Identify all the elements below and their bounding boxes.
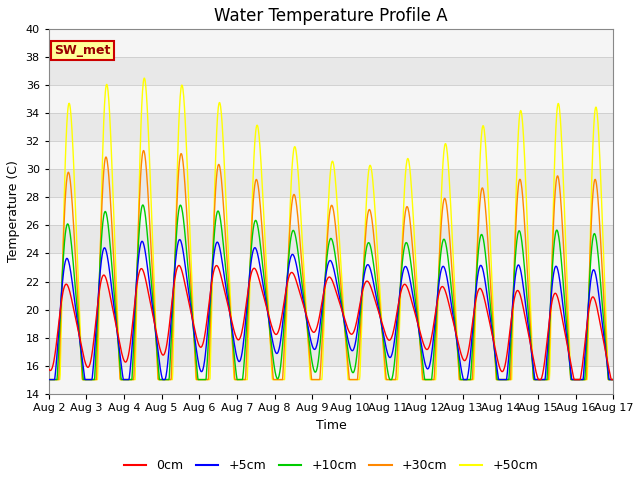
Bar xyxy=(49,113,613,142)
Bar xyxy=(49,169,613,197)
Bar xyxy=(49,310,613,337)
X-axis label: Time: Time xyxy=(316,419,346,432)
Title: Water Temperature Profile A: Water Temperature Profile A xyxy=(214,7,448,25)
Bar xyxy=(49,57,613,85)
Bar xyxy=(49,337,613,366)
Bar xyxy=(49,253,613,281)
Text: SW_met: SW_met xyxy=(54,44,111,57)
Bar xyxy=(49,281,613,310)
Bar xyxy=(49,85,613,113)
Legend: 0cm, +5cm, +10cm, +30cm, +50cm: 0cm, +5cm, +10cm, +30cm, +50cm xyxy=(119,455,543,478)
Bar xyxy=(49,366,613,394)
Bar xyxy=(49,142,613,169)
Bar xyxy=(49,197,613,226)
Bar xyxy=(49,29,613,57)
Bar xyxy=(49,226,613,253)
Y-axis label: Temperature (C): Temperature (C) xyxy=(7,160,20,263)
